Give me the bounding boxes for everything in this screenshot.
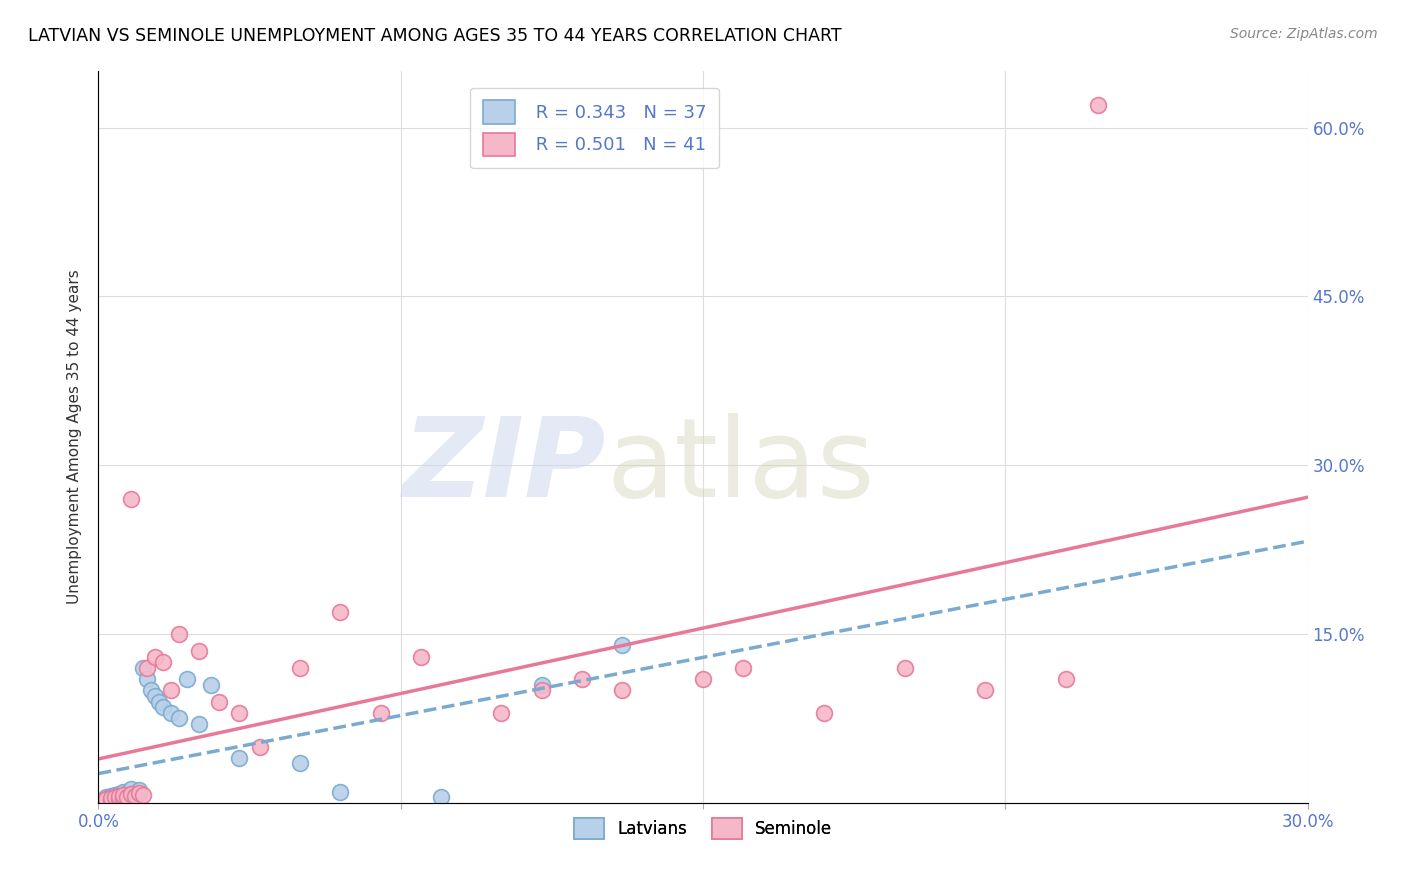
Point <box>91 793 114 807</box>
Text: ZIP: ZIP <box>402 413 606 520</box>
Point <box>329 605 352 619</box>
Point <box>87 796 110 810</box>
Point <box>571 672 593 686</box>
Point <box>249 739 271 754</box>
Point <box>103 788 125 802</box>
Point <box>96 792 118 806</box>
Point <box>100 793 122 807</box>
Point <box>813 706 835 720</box>
Point <box>612 683 634 698</box>
Point <box>91 793 114 807</box>
Point <box>128 786 150 800</box>
Point <box>692 672 714 686</box>
Point <box>132 788 155 802</box>
Point <box>100 789 122 803</box>
Point <box>288 661 311 675</box>
Point <box>160 706 183 720</box>
Point <box>96 790 118 805</box>
Point <box>329 784 352 798</box>
Point <box>491 706 513 720</box>
Text: atlas: atlas <box>606 413 875 520</box>
Point <box>143 649 166 664</box>
Point <box>111 790 134 805</box>
Point <box>115 790 138 805</box>
Point <box>176 672 198 686</box>
Point <box>87 796 110 810</box>
Point <box>120 491 142 506</box>
Point <box>124 789 146 803</box>
Point <box>111 784 134 798</box>
Point <box>430 790 453 805</box>
Text: Source: ZipAtlas.com: Source: ZipAtlas.com <box>1230 27 1378 41</box>
Point <box>228 706 250 720</box>
Point <box>188 717 211 731</box>
Point <box>91 795 114 809</box>
Point <box>103 791 125 805</box>
Point <box>115 786 138 800</box>
Point <box>733 661 755 675</box>
Point <box>188 644 211 658</box>
Point <box>288 756 311 771</box>
Legend: Latvians, Seminole: Latvians, Seminole <box>567 811 839 846</box>
Text: LATVIAN VS SEMINOLE UNEMPLOYMENT AMONG AGES 35 TO 44 YEARS CORRELATION CHART: LATVIAN VS SEMINOLE UNEMPLOYMENT AMONG A… <box>28 27 842 45</box>
Point <box>530 683 553 698</box>
Point <box>103 790 125 805</box>
Point <box>128 783 150 797</box>
Point <box>132 661 155 675</box>
Point <box>111 791 134 805</box>
Point <box>228 751 250 765</box>
Point <box>612 638 634 652</box>
Point <box>167 711 190 725</box>
Point <box>96 792 118 806</box>
Point <box>1054 672 1077 686</box>
Point <box>120 782 142 797</box>
Point <box>96 795 118 809</box>
Point <box>143 689 166 703</box>
Point <box>148 694 170 708</box>
Point <box>530 678 553 692</box>
Point <box>370 706 392 720</box>
Point <box>152 655 174 669</box>
Point <box>1087 98 1109 112</box>
Point <box>135 661 157 675</box>
Point <box>124 787 146 801</box>
Point <box>409 649 432 664</box>
Point <box>100 791 122 805</box>
Point <box>152 700 174 714</box>
Point <box>100 793 122 807</box>
Point <box>115 789 138 803</box>
Point <box>107 792 129 806</box>
Point <box>91 796 114 810</box>
Point <box>208 694 231 708</box>
Point <box>120 790 142 805</box>
Point <box>139 683 162 698</box>
Point <box>107 787 129 801</box>
Point <box>974 683 997 698</box>
Point <box>107 789 129 803</box>
Y-axis label: Unemployment Among Ages 35 to 44 years: Unemployment Among Ages 35 to 44 years <box>67 269 83 605</box>
Point <box>135 672 157 686</box>
Point <box>200 678 222 692</box>
Point <box>160 683 183 698</box>
Point <box>107 792 129 806</box>
Point <box>893 661 915 675</box>
Point <box>120 787 142 801</box>
Point <box>111 788 134 802</box>
Point <box>167 627 190 641</box>
